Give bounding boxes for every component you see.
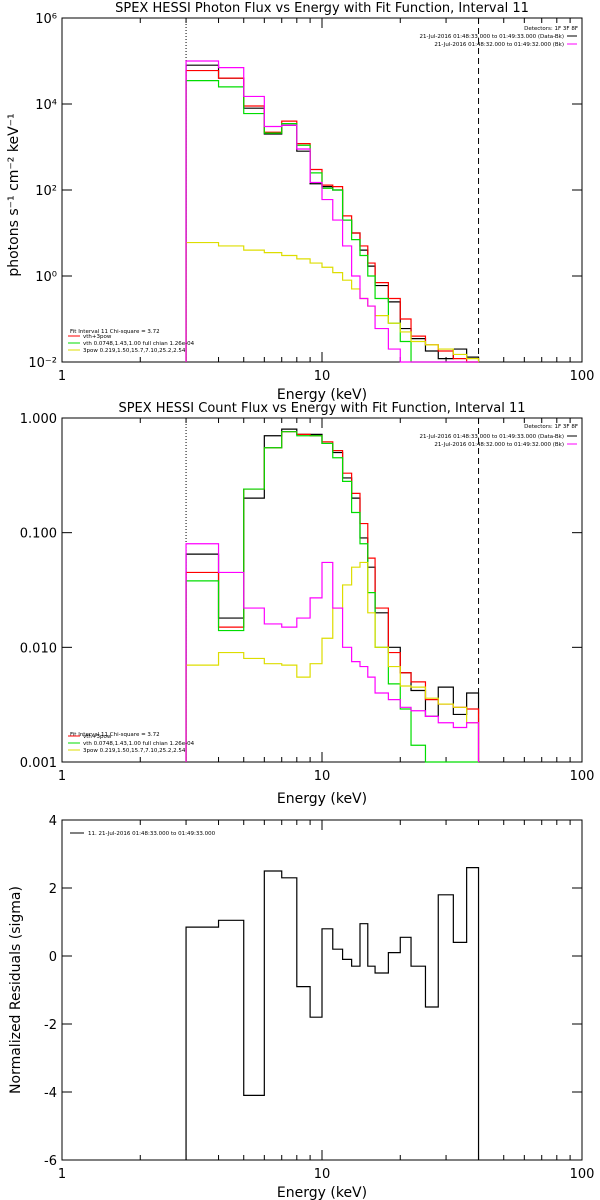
y-tick-label: 0.010 <box>20 641 57 656</box>
x-tick-label: 1 <box>58 369 66 384</box>
y-tick-label: 0.100 <box>20 527 57 542</box>
y-tick-label: 2 <box>49 882 57 897</box>
series-bk <box>185 543 480 762</box>
y-tick-label: -2 <box>44 1018 57 1033</box>
y-axis-label: Normalized Residuals (sigma) <box>8 886 24 1094</box>
x-axis-label: Energy (keV) <box>277 1185 367 1200</box>
y-tick-label: -6 <box>44 1154 57 1169</box>
plot-area <box>185 867 480 1160</box>
x-axis-label: Energy (keV) <box>277 791 367 807</box>
y-tick-label: 10⁶ <box>35 12 57 27</box>
fit-legend-label: vth 0.0748,1.43,1.00 full chian 1.26e-04 <box>83 341 195 347</box>
x-axis-label: Energy (keV) <box>277 387 367 403</box>
series-3pow <box>185 241 480 362</box>
legend-header: Detectors: 1F 3F 8F <box>524 26 578 32</box>
x-tick-label: 1 <box>58 769 66 784</box>
fit-legend-label: 3pow 0.219,1.50,15.7,7.10,25.2,2.54 <box>83 748 186 754</box>
legend-header: Detectors: 1F 3F 8F <box>524 424 578 430</box>
y-axis-label: photons s⁻¹ cm⁻² keV⁻¹ <box>6 113 22 276</box>
chart-title: SPEX HESSI Photon Flux vs Energy with Fi… <box>115 1 529 16</box>
x-tick-label: 10 <box>314 369 331 384</box>
legend: 21-Jul-2016 01:48:33.000 to 01:49:33.000… <box>420 434 577 448</box>
x-tick-label: 100 <box>570 769 595 784</box>
x-tick-label: 100 <box>570 1167 595 1182</box>
photon-flux-panel: SPEX HESSI Photon Flux vs Energy with Fi… <box>6 1 594 403</box>
y-tick-label: 0.001 <box>20 756 57 771</box>
fit-info-text: Fit Interval 11 Chi-square = 3.72 <box>70 732 160 738</box>
y-tick-label: 10⁴ <box>35 98 57 113</box>
residuals-panel: Energy (keV) Normalized Residuals (sigma… <box>8 814 594 1200</box>
y-tick-label: -4 <box>44 1086 57 1101</box>
legend: 11. 21-Jul-2016 01:48:33.000 to 01:49:33… <box>70 831 216 837</box>
fit-legend-label: 3pow 0.219,1.50,15.7,7.10,25.2,2.54 <box>83 348 186 354</box>
fit-legend-label: vth 0.0748,1.43,1.00 full chian 1.26e-04 <box>83 741 195 747</box>
series-3pow <box>185 561 480 762</box>
y-tick-label: 10⁰ <box>35 270 57 285</box>
legend-label: 21-Jul-2016 01:48:32.000 to 01:49:32.000… <box>434 442 564 448</box>
x-tick-label: 1 <box>58 1167 66 1182</box>
plot-area <box>185 60 480 363</box>
x-tick-label: 10 <box>314 769 331 784</box>
fit-info-text: Fit Interval 11 Chi-square = 3.72 <box>70 329 160 335</box>
y-tick-label: 10⁻² <box>28 356 57 371</box>
legend: 21-Jul-2016 01:48:33.000 to 01:49:33.000… <box>420 34 577 48</box>
y-tick-label: 0 <box>49 950 57 965</box>
series-vth <box>185 431 479 763</box>
legend-label: 11. 21-Jul-2016 01:48:33.000 to 01:49:33… <box>88 831 216 837</box>
fit-legend-label: vth+3pow <box>83 334 112 340</box>
plot-area <box>185 428 480 763</box>
fit-legend-label: vth+3pow <box>83 734 112 740</box>
legend-label: 21-Jul-2016 01:48:33.000 to 01:49:33.000… <box>420 34 565 40</box>
y-tick-label: 4 <box>49 814 57 829</box>
y-tick-label: 10² <box>35 184 57 199</box>
legend-label: 21-Jul-2016 01:48:32.000 to 01:49:32.000… <box>434 42 564 48</box>
x-tick-label: 100 <box>570 369 595 384</box>
chart-title: SPEX HESSI Count Flux vs Energy with Fit… <box>118 401 525 416</box>
count-flux-panel: SPEX HESSI Count Flux vs Energy with Fit… <box>20 401 595 807</box>
series-residuals <box>185 867 480 1160</box>
legend-label: 21-Jul-2016 01:48:33.000 to 01:49:33.000… <box>420 434 565 440</box>
y-tick-label: 1.000 <box>20 412 57 427</box>
axes: 1 10 100 -6 -4 -2 0 2 4 <box>44 814 594 1182</box>
x-tick-label: 10 <box>314 1167 331 1182</box>
series-bk <box>185 60 479 363</box>
